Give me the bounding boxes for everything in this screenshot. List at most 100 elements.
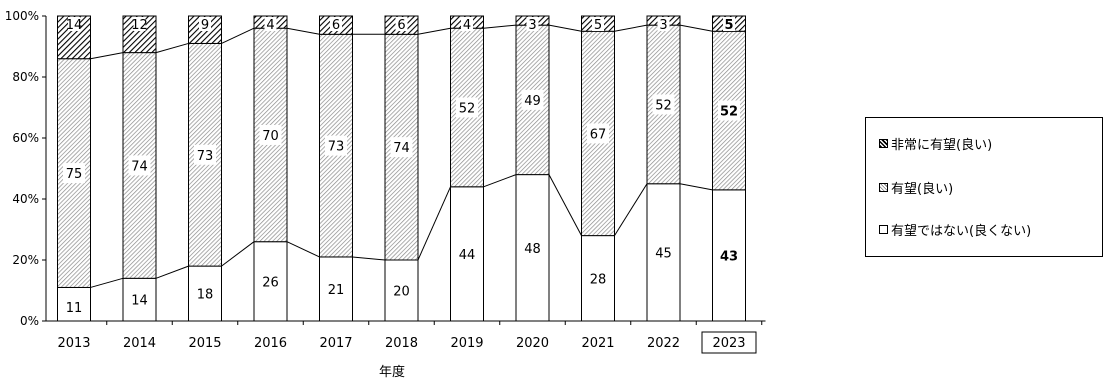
data-label-2017-0: 21: [328, 283, 345, 298]
connector-line: [679, 24, 713, 32]
chart-bars: [57, 15, 746, 322]
data-label-2014-1: 74: [131, 159, 148, 174]
data-label-bg: [390, 280, 413, 301]
data-label-bg: [194, 283, 216, 304]
data-label-bg: [526, 17, 539, 31]
x-tick-label: 2023: [712, 336, 745, 351]
data-label-bg: [259, 271, 282, 292]
data-label-bg: [259, 124, 282, 145]
connector-line: [221, 241, 255, 267]
data-label-2020-1: 49: [524, 94, 541, 109]
data-label-bg: [325, 135, 347, 156]
legend-swatch-promising: [879, 183, 888, 192]
legend-item-very-promising: 非常に有望(良い): [879, 134, 992, 153]
data-label-2015-1: 73: [197, 149, 214, 164]
chart-legend: 非常に有望(良い) 有望(良い) 有望ではない(良くない): [865, 117, 1103, 257]
data-label-2022-2: 3: [659, 18, 667, 33]
x-axis-title: 年度: [379, 364, 405, 380]
legend-label: 有望(良い): [891, 182, 954, 197]
y-tick-label: 60%: [12, 131, 39, 145]
data-label-bg: [521, 89, 544, 110]
x-tick-label: 2014: [123, 336, 156, 351]
data-label-2014-2: 12: [131, 18, 148, 33]
data-label-2018-0: 20: [393, 285, 410, 300]
data-label-2015-2: 9: [201, 18, 209, 33]
data-label-2023-1: 52: [720, 105, 738, 120]
y-tick-label: 20%: [12, 253, 39, 267]
data-label-2022-0: 45: [655, 246, 672, 261]
data-label-bg: [652, 94, 675, 115]
x-tick-label: 2018: [385, 336, 418, 351]
data-label-2016-1: 70: [262, 129, 279, 144]
legend-swatch-very-promising: [879, 139, 888, 148]
y-tick-label: 100%: [5, 9, 39, 23]
connector-line: [548, 174, 582, 236]
data-label-bg: [199, 17, 211, 31]
x-tick-label: 2022: [647, 336, 680, 351]
connector-line: [155, 42, 189, 54]
data-label-bg: [718, 245, 740, 266]
data-label-bg: [461, 17, 473, 31]
data-label-bg: [325, 278, 347, 299]
x-tick-label: 2019: [450, 336, 483, 351]
data-label-bg: [657, 17, 670, 31]
data-label-2021-1: 67: [590, 127, 607, 142]
data-label-bg: [587, 123, 609, 144]
data-label-bg: [194, 144, 216, 165]
connector-line: [483, 24, 517, 29]
data-label-bg: [395, 17, 408, 31]
data-label-bg: [63, 297, 85, 317]
connector-line: [155, 265, 189, 279]
data-label-2017-1: 73: [328, 140, 345, 155]
data-label-2014-0: 14: [131, 294, 148, 309]
data-label-bg: [133, 17, 146, 31]
data-label-2018-1: 74: [393, 141, 410, 156]
legend-label: 有望ではない(良くない): [891, 224, 1032, 239]
data-label-bg: [652, 242, 675, 263]
data-label-bg: [521, 237, 544, 258]
data-label-bg: [587, 268, 609, 289]
data-label-bg: [330, 17, 342, 31]
x-tick-label: 2017: [319, 336, 352, 351]
data-label-2016-0: 26: [262, 275, 279, 290]
connector-line: [679, 183, 713, 191]
y-tick-label: 80%: [12, 70, 39, 84]
connector-line: [614, 183, 648, 236]
data-label-2020-2: 3: [528, 18, 536, 33]
data-label-2020-0: 48: [524, 242, 541, 257]
connector-line: [90, 277, 124, 288]
data-label-2013-2: 14: [66, 18, 83, 33]
data-label-2023-0: 43: [720, 249, 738, 264]
bar-segment-2014-2: [122, 15, 157, 54]
data-label-2022-1: 52: [655, 98, 672, 113]
data-label-2019-0: 44: [459, 248, 476, 263]
data-label-bg: [456, 243, 478, 264]
data-label-2019-1: 52: [459, 102, 476, 117]
y-tick-label: 40%: [12, 192, 39, 206]
data-label-2018-2: 6: [397, 18, 405, 33]
connector-line: [417, 186, 451, 261]
highlighted-year-box: [701, 331, 757, 354]
data-label-bg: [264, 17, 277, 31]
chart-labels: 11 75 14 14 74 12 18 73 9 26 70 4 21 73 6 20 74 6 44 52 4 48 4…: [66, 18, 738, 316]
legend-label: 非常に有望(良い): [891, 138, 993, 153]
chart-connector-lines: [90, 24, 713, 288]
connector-line: [286, 27, 320, 35]
data-label-2016-2: 4: [266, 18, 274, 33]
data-label-bg: [128, 155, 151, 176]
connector-line: [90, 52, 124, 60]
x-tick-label: 2013: [57, 336, 90, 351]
data-label-bg: [128, 289, 151, 310]
connector-line: [352, 256, 386, 261]
data-label-bg: [723, 17, 735, 31]
data-label-bg: [592, 17, 604, 31]
data-label-bg: [68, 17, 80, 31]
legend-item-promising: 有望(良い): [879, 178, 953, 197]
data-label-bg: [718, 100, 740, 121]
connector-line: [417, 27, 451, 35]
x-tick-label: 2021: [581, 336, 614, 351]
connector-line: [221, 27, 255, 44]
connector-line: [286, 241, 320, 258]
data-label-2017-2: 6: [332, 18, 340, 33]
